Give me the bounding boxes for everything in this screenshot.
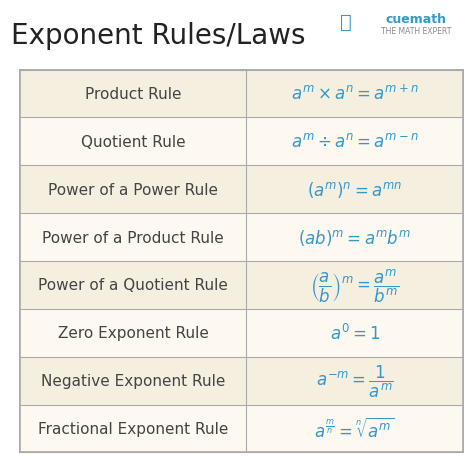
Text: Product Rule: Product Rule bbox=[85, 87, 182, 102]
FancyBboxPatch shape bbox=[20, 166, 463, 213]
Text: $a^m \times a^n = a^{m+n}$: $a^m \times a^n = a^{m+n}$ bbox=[291, 85, 419, 104]
Text: Negative Exponent Rule: Negative Exponent Rule bbox=[41, 373, 226, 388]
Text: Quotient Rule: Quotient Rule bbox=[81, 135, 186, 150]
FancyBboxPatch shape bbox=[20, 405, 463, 452]
Text: $a^{\frac{m}{n}} = \sqrt[n]{a^m}$: $a^{\frac{m}{n}} = \sqrt[n]{a^m}$ bbox=[314, 417, 395, 441]
Text: $a^m \div a^n = a^{m-n}$: $a^m \div a^n = a^{m-n}$ bbox=[291, 133, 419, 151]
FancyBboxPatch shape bbox=[20, 309, 463, 357]
Text: $(ab)^m = a^m b^m$: $(ab)^m = a^m b^m$ bbox=[298, 227, 411, 248]
Text: Power of a Product Rule: Power of a Product Rule bbox=[43, 230, 224, 245]
Text: Fractional Exponent Rule: Fractional Exponent Rule bbox=[38, 421, 228, 436]
Text: $a^0 = 1$: $a^0 = 1$ bbox=[329, 323, 380, 343]
Text: $\left(\dfrac{a}{b}\right)^m = \dfrac{a^m}{b^m}$: $\left(\dfrac{a}{b}\right)^m = \dfrac{a^… bbox=[310, 267, 399, 304]
Text: $(a^m)^n = a^{mn}$: $(a^m)^n = a^{mn}$ bbox=[307, 180, 402, 200]
Text: cuemath: cuemath bbox=[385, 13, 447, 26]
Text: $a^{-m} = \dfrac{1}{a^m}$: $a^{-m} = \dfrac{1}{a^m}$ bbox=[316, 363, 394, 399]
FancyBboxPatch shape bbox=[20, 262, 463, 309]
Text: Zero Exponent Rule: Zero Exponent Rule bbox=[58, 325, 209, 340]
Text: Exponent Rules/Laws: Exponent Rules/Laws bbox=[11, 22, 305, 50]
Text: Power of a Power Rule: Power of a Power Rule bbox=[48, 182, 219, 197]
FancyBboxPatch shape bbox=[20, 118, 463, 166]
FancyBboxPatch shape bbox=[20, 70, 463, 452]
FancyBboxPatch shape bbox=[20, 357, 463, 405]
FancyBboxPatch shape bbox=[20, 213, 463, 262]
Text: Power of a Quotient Rule: Power of a Quotient Rule bbox=[38, 278, 228, 293]
FancyBboxPatch shape bbox=[20, 70, 463, 118]
Text: THE MATH EXPERT: THE MATH EXPERT bbox=[381, 27, 451, 36]
Text: 🚀: 🚀 bbox=[339, 13, 351, 32]
